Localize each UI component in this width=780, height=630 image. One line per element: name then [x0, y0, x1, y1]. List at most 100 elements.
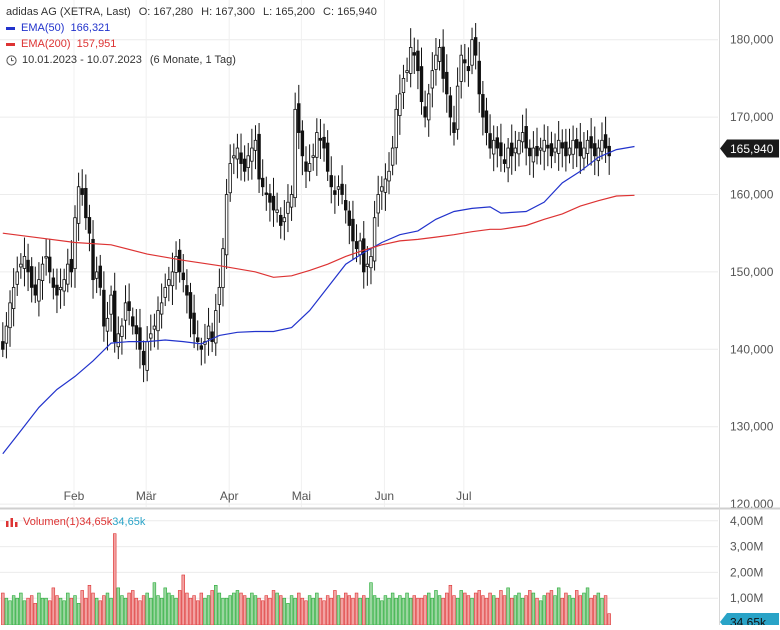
volume-bar: [477, 590, 481, 626]
volume-bar: [575, 590, 579, 626]
candle-body: [250, 147, 254, 162]
candle-body: [477, 60, 481, 95]
ema200-label: EMA(200): [21, 38, 71, 50]
candle: [170, 252, 175, 306]
candle-body: [593, 143, 597, 157]
candle: [528, 139, 532, 176]
candle-body: [528, 147, 532, 157]
candle-body: [98, 265, 102, 288]
candle: [329, 156, 333, 204]
volume-bars-icon: [6, 518, 18, 527]
candle: [210, 322, 214, 353]
ema200-line: [2, 194, 635, 278]
candle-body: [531, 147, 536, 163]
ema200-value: 157,951: [76, 38, 117, 50]
candle: [499, 123, 503, 172]
candle: [217, 268, 222, 323]
candle: [351, 200, 355, 260]
volume-bar: [91, 592, 95, 626]
volume-bar: [224, 597, 229, 626]
candle: [354, 224, 359, 263]
price-tick-label: 180,000: [730, 33, 774, 47]
candle-body: [419, 66, 424, 103]
candle: [134, 309, 139, 350]
candle-body: [481, 94, 485, 118]
candle-body: [264, 192, 268, 195]
candle-body: [116, 333, 121, 348]
candle: [477, 41, 481, 113]
close-value: 165,940: [337, 6, 377, 18]
candle: [556, 120, 561, 171]
candle-body: [488, 133, 492, 149]
candle: [286, 184, 290, 233]
candle-body: [318, 137, 323, 141]
ema50-legend[interactable]: EMA(50) 166,321: [6, 22, 110, 34]
ema50-line: [2, 145, 635, 455]
candle-body: [506, 147, 510, 169]
volume-bar: [217, 592, 222, 626]
volume-bar: [459, 590, 463, 626]
candle: [546, 126, 550, 167]
volume-bar: [275, 592, 279, 626]
candle-body: [15, 271, 19, 285]
price-tick-label: 140,000: [730, 342, 774, 356]
volume-bar: [40, 597, 45, 626]
volume-bar: [33, 603, 37, 626]
candle-body: [141, 350, 146, 366]
candle: [607, 137, 611, 175]
volume-bar: [289, 595, 294, 626]
candle-body: [455, 85, 460, 130]
volume-bar: [1, 592, 5, 626]
candle-body: [344, 200, 348, 211]
volume-bar: [531, 592, 536, 626]
volume-bar: [369, 582, 373, 626]
candle-body: [214, 310, 218, 344]
volume-legend[interactable]: Volumen(1) 34,65k 34,65k: [6, 516, 145, 528]
month-tick-label: Jul: [456, 489, 471, 503]
ema50-value: 166,321: [70, 22, 111, 34]
volume-bar: [214, 584, 218, 626]
candle-body: [102, 289, 106, 327]
candle: [398, 74, 402, 135]
candle: [369, 247, 373, 285]
volume-bar: [585, 587, 590, 626]
candle: [419, 47, 424, 115]
candle-body: [51, 277, 56, 288]
candle-body: [8, 302, 12, 329]
candle-body: [585, 139, 590, 154]
candle-body: [235, 147, 240, 160]
volume-bar: [127, 592, 131, 626]
candle-body: [181, 272, 185, 281]
candle: [55, 268, 59, 314]
volume-bar: [293, 597, 297, 626]
candle-body: [73, 217, 77, 270]
volume-bar: [524, 595, 528, 626]
candle-body: [44, 256, 48, 259]
candle-body: [354, 241, 359, 250]
candle-body: [253, 139, 258, 151]
candle-body: [33, 284, 37, 296]
volume-bar: [362, 595, 366, 626]
volume-bar: [174, 597, 178, 626]
volume-bar: [452, 595, 456, 626]
candle-body: [159, 302, 164, 315]
candle-body: [535, 145, 539, 157]
month-tick-label: Mär: [136, 489, 157, 503]
candle: [585, 130, 590, 165]
candle-body: [473, 37, 478, 56]
volume-bar: [163, 587, 167, 626]
volume-tick-label: 4,00M: [730, 514, 763, 528]
candle: [300, 120, 305, 176]
candle-body: [94, 271, 99, 279]
ohlc-legend: adidas AG (XETRA, Last) O: 167,280 H: 16…: [6, 6, 377, 18]
range-legend[interactable]: 10.01.2023 - 10.07.2023 (6 Monate, 1 Tag…: [6, 54, 236, 66]
candle-body: [484, 110, 489, 133]
candle-body: [260, 177, 265, 188]
candle: [40, 256, 45, 300]
volume-bar: [112, 533, 117, 626]
candle: [26, 243, 30, 292]
candle: [235, 133, 240, 179]
ema200-legend[interactable]: EMA(200) 157,951: [6, 38, 116, 50]
volume-bar: [506, 587, 510, 626]
candle: [127, 283, 131, 326]
